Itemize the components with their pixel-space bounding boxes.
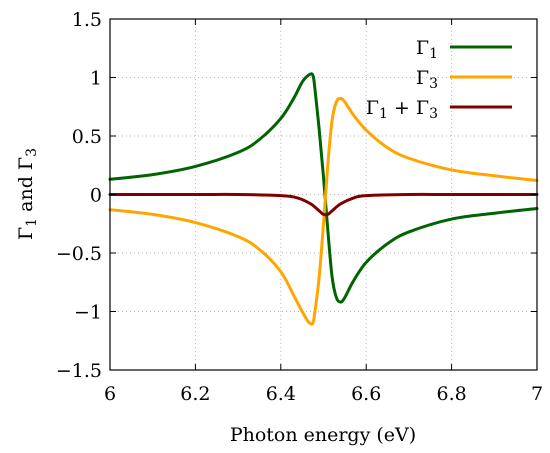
- legend-item-gamma1: Γ1​: [416, 37, 512, 62]
- x-tick-label: 6.4: [266, 383, 296, 405]
- legend: Γ1​ Γ3​ Γ1​ + Γ3​: [366, 37, 512, 122]
- series-sum-line: [108, 192, 539, 217]
- y-tick-label: −1.5: [56, 360, 102, 382]
- axis-ticks: 6 6.2 6.4 6.6 6.8 7 −1.5 −1 −0.5 0 0.5 1 1.5: [56, 9, 543, 405]
- y-tick-label: −1: [74, 302, 102, 324]
- x-tick-label: 6: [104, 383, 116, 405]
- y-tick-label: 0: [90, 185, 102, 207]
- x-tick-label: 6.6: [351, 383, 381, 405]
- x-tick-label: 6.8: [436, 383, 466, 405]
- x-tick-label: 7: [531, 383, 543, 405]
- y-tick-label: 1.5: [72, 9, 102, 31]
- y-axis-label: Γ1​ and Γ3​: [15, 148, 40, 240]
- x-tick-label: 6.2: [180, 383, 210, 405]
- y-tick-label: −0.5: [56, 243, 102, 265]
- series-gamma3-line: [108, 97, 539, 326]
- legend-item-gamma3: Γ3​: [416, 67, 512, 92]
- legend-label: Γ1​: [416, 37, 438, 62]
- y-tick-label: 0.5: [72, 126, 102, 148]
- legend-label: Γ3​: [416, 67, 438, 92]
- series-gamma1-line: [108, 72, 539, 304]
- legend-item-sum: Γ1​ + Γ3​: [366, 97, 512, 122]
- legend-label: Γ1​ + Γ3​: [366, 97, 438, 122]
- plot-series: [108, 72, 539, 326]
- grid: [110, 19, 537, 370]
- x-axis-label: Photon energy (eV): [230, 424, 416, 446]
- y-tick-label: 1: [90, 68, 102, 90]
